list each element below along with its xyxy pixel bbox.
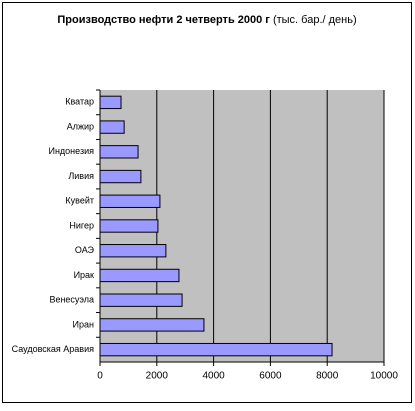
y-tick-label: Индонезия (48, 146, 94, 156)
y-tick-label: Ливия (68, 171, 94, 181)
y-tick-label: Нигер (69, 220, 94, 230)
x-tick-label: 0 (97, 371, 103, 382)
bar (99, 145, 139, 159)
y-tick-label: Иран (73, 319, 94, 329)
y-tick-label: Алжир (67, 121, 94, 131)
y-tick-label: Саудовская Аравия (12, 344, 94, 354)
bar (99, 318, 205, 332)
bar (99, 268, 180, 283)
chart-title: Производство нефти 2 четверть 2000 г (57, 14, 270, 26)
y-tick-label: Ирак (74, 270, 94, 280)
x-tick-label: 4000 (202, 371, 225, 382)
bar (99, 244, 167, 258)
y-tick-label: ОАЭ (75, 245, 95, 255)
bar (99, 194, 161, 208)
x-tick-label: 8000 (316, 371, 339, 382)
chart-heading: Производство нефти 2 четверть 2000 г (ты… (57, 14, 356, 26)
bar (99, 342, 333, 357)
x-tick-label: 6000 (259, 371, 282, 382)
y-tick-label: Кувейт (65, 196, 94, 206)
bar (99, 95, 122, 110)
y-tick-label: Кватар (65, 97, 94, 107)
bar (99, 169, 142, 184)
bar (99, 293, 183, 307)
y-tick-label: Венесуэла (49, 295, 94, 305)
bar (99, 120, 125, 134)
x-tick-label: 2000 (146, 371, 169, 382)
bar (99, 219, 159, 233)
chart-subtitle: (тыс. бар./ день) (273, 14, 357, 26)
x-tick-label: 10000 (370, 371, 398, 382)
